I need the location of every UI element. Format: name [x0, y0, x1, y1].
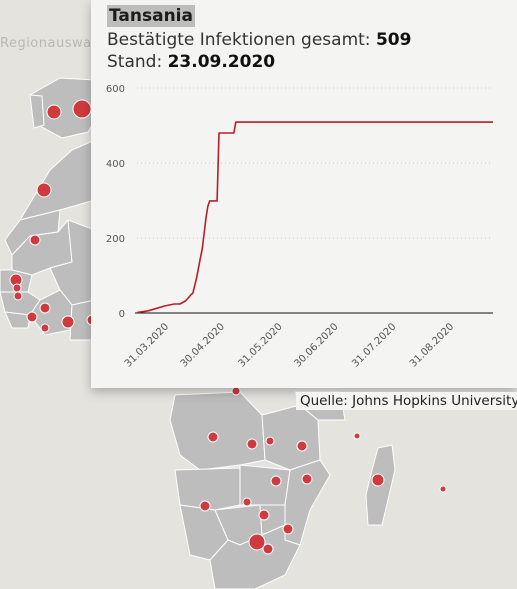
marker-south-africa[interactable] [248, 533, 266, 551]
country-angola[interactable] [174, 467, 241, 511]
y-tick-label: 0 [119, 309, 125, 320]
marker-guinea[interactable] [39, 302, 51, 314]
x-tick-label: 30.06.2020 [292, 321, 340, 369]
marker-gambia[interactable] [12, 283, 22, 293]
marker-zimbabwe[interactable] [258, 509, 270, 521]
date-value: 23.09.2020 [167, 52, 276, 72]
x-tick-label: 30.04.2020 [179, 321, 227, 369]
marker-morocco[interactable] [36, 182, 52, 198]
popup-country-name: Tansania [107, 5, 195, 27]
popup-infections-line: Bestätigte Infektionen gesamt: 509 [107, 29, 411, 51]
x-tick-label: 31.05.2020 [237, 321, 285, 369]
country-morocco[interactable] [18, 139, 96, 221]
infections-value: 509 [375, 30, 412, 50]
region-select-button[interactable]: Regionauswahl [0, 36, 105, 51]
marker-lesotho[interactable] [262, 543, 274, 555]
country-sierra-leone[interactable] [4, 311, 31, 329]
marker-sierra-leone[interactable] [26, 311, 38, 323]
marker-drc[interactable] [207, 431, 219, 443]
y-tick-label: 400 [106, 159, 125, 170]
country-portugal[interactable] [29, 94, 45, 129]
x-tick-label: 31.08.2020 [408, 321, 456, 369]
marker-cote-divoire[interactable] [61, 315, 75, 329]
x-tick-label: 31.03.2020 [123, 321, 171, 369]
marker-botswana[interactable] [242, 497, 252, 507]
marker-rwanda[interactable] [246, 438, 258, 450]
country-drc[interactable] [169, 391, 266, 471]
popup-date-line: Stand: 23.09.2020 [107, 51, 275, 73]
marker-zambia[interactable] [270, 475, 282, 487]
marker-spain[interactable] [72, 99, 92, 119]
marker-liberia[interactable] [40, 323, 50, 333]
marker-malawi[interactable] [301, 473, 313, 485]
marker-guinea-bissau[interactable] [13, 291, 23, 301]
marker-kenya[interactable] [296, 440, 308, 452]
y-tick-label: 600 [106, 84, 125, 95]
marker-burundi[interactable] [265, 436, 275, 446]
marker-comoros[interactable] [353, 432, 361, 440]
marker-portugal[interactable] [46, 104, 62, 120]
country-south-africa[interactable] [209, 524, 301, 589]
x-tick-label: 31.07.2020 [350, 321, 398, 369]
country-popup: 0 200 400 600 31.03.2020 30.04.2020 31.05.2020… [91, 0, 517, 388]
country-cote-divoire[interactable] [29, 289, 73, 336]
marker-mauritius[interactable] [439, 485, 447, 493]
y-tick-label: 200 [106, 234, 125, 245]
source-note: Quelle: Johns Hopkins University [296, 392, 517, 410]
series-line-infections [136, 121, 493, 314]
marker-mozambique[interactable] [282, 523, 294, 535]
infections-label: Bestätigte Infektionen gesamt: [107, 30, 371, 50]
date-label: Stand: [107, 52, 163, 72]
marker-mauritania[interactable] [29, 234, 41, 246]
marker-madagascar[interactable] [371, 473, 385, 487]
marker-namibia[interactable] [199, 500, 211, 512]
infections-line-chart: 0 200 400 600 31.03.2020 30.04.2020 31.05.2020… [106, 84, 493, 370]
marker-ethiopia[interactable] [231, 386, 241, 396]
